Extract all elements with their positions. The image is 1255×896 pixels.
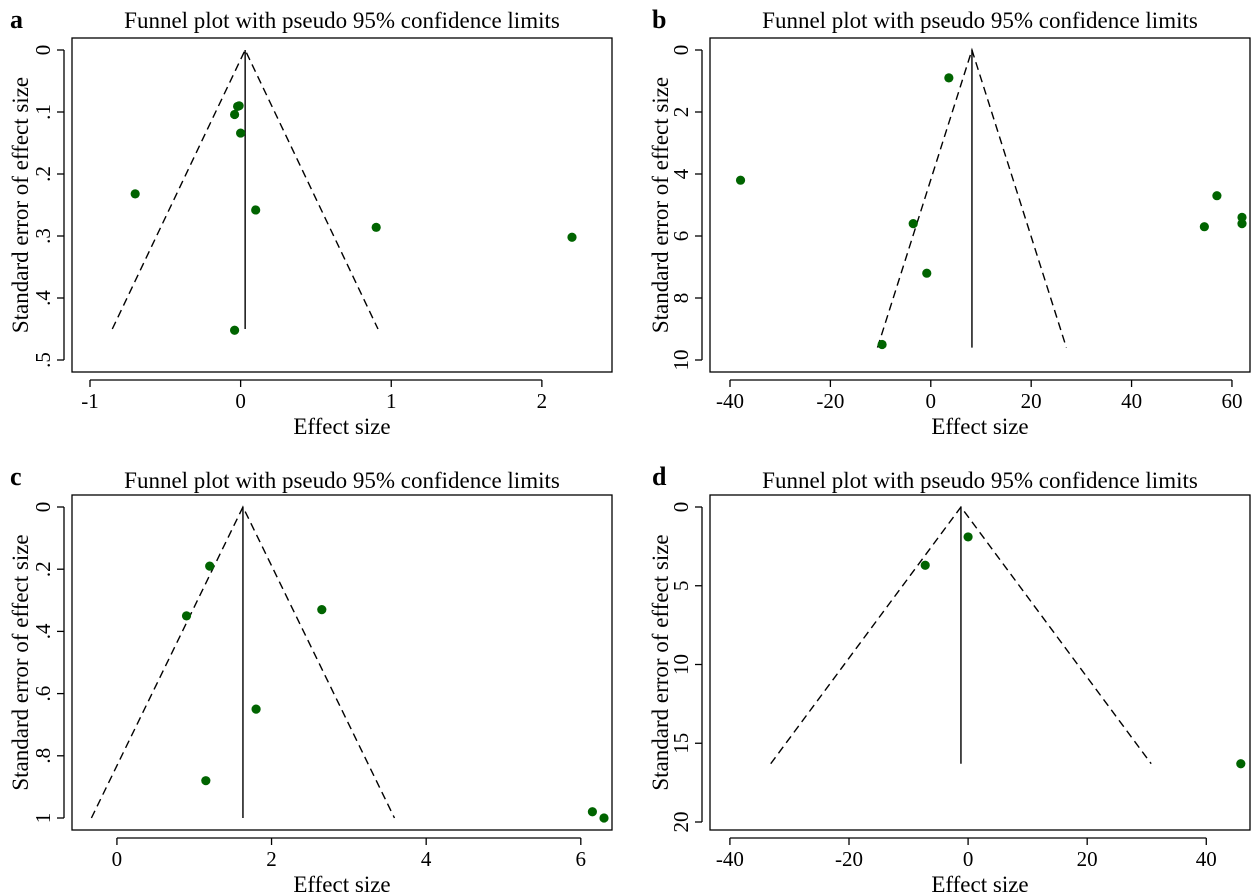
x-tick-label: 20 xyxy=(1077,847,1098,871)
study-point xyxy=(181,611,192,621)
x-tick-label: 1 xyxy=(386,389,397,413)
panel-letter: a xyxy=(10,5,23,34)
y-tick-label: 4 xyxy=(669,168,693,179)
x-tick-label: 0 xyxy=(926,389,937,413)
y-axis-label: Standard error of effect size xyxy=(8,534,33,790)
study-point xyxy=(963,532,973,542)
y-tick-label: .2 xyxy=(31,561,55,577)
y-axis-label: Standard error of effect size xyxy=(648,534,673,790)
study-point xyxy=(251,205,261,215)
y-tick-label: 20 xyxy=(669,812,693,833)
study-point xyxy=(251,704,261,714)
plot-area xyxy=(709,37,1251,373)
x-tick-label: 6 xyxy=(576,847,587,871)
x-tick-label: 40 xyxy=(1121,389,1142,413)
y-tick-label: 6 xyxy=(669,231,693,242)
x-tick-label: -1 xyxy=(81,389,99,413)
x-axis-label: Effect size xyxy=(293,414,390,439)
study-point xyxy=(735,175,746,185)
y-axis-label: Standard error of effect size xyxy=(8,77,33,333)
y-tick-label: .2 xyxy=(31,166,55,182)
y-tick-label: 2 xyxy=(669,107,693,118)
x-axis-label: Effect size xyxy=(931,414,1028,439)
y-tick-label: .5 xyxy=(31,352,55,368)
study-point xyxy=(1236,759,1246,769)
study-point xyxy=(317,605,327,615)
study-point xyxy=(230,325,240,335)
y-tick-label: 1 xyxy=(31,813,55,824)
study-point xyxy=(587,807,598,817)
panel-letter: b xyxy=(652,5,666,34)
chart-panel-c: c Funnel plot with pseudo 95% confidence … xyxy=(8,462,613,896)
x-tick-label: 4 xyxy=(421,847,432,871)
y-tick-label: .4 xyxy=(31,623,55,639)
x-tick-label: 20 xyxy=(1021,389,1042,413)
y-tick-label: 15 xyxy=(669,733,693,754)
chart-panel-d: d Funnel plot with pseudo 95% confidence … xyxy=(648,462,1251,896)
panel-letter: d xyxy=(652,462,667,491)
plot-area xyxy=(709,494,1251,831)
y-tick-label: .3 xyxy=(31,228,55,244)
x-tick-label: 40 xyxy=(1196,847,1217,871)
y-tick-label: 0 xyxy=(669,502,693,513)
chart-title: Funnel plot with pseudo 95% confidence l… xyxy=(124,468,560,493)
x-axis-label: Effect size xyxy=(931,872,1028,896)
study-point xyxy=(920,560,930,570)
chart-title: Funnel plot with pseudo 95% confidence l… xyxy=(124,8,560,33)
chart-title: Funnel plot with pseudo 95% confidence l… xyxy=(762,8,1198,33)
x-tick-label: 2 xyxy=(537,389,548,413)
study-point xyxy=(205,561,215,571)
study-point xyxy=(599,813,609,823)
x-tick-label: -20 xyxy=(816,389,844,413)
study-point xyxy=(236,128,246,138)
study-point xyxy=(1237,219,1247,229)
study-point xyxy=(130,189,140,199)
y-tick-label: 0 xyxy=(31,502,55,513)
x-tick-label: -20 xyxy=(835,847,863,871)
study-point xyxy=(944,73,954,83)
y-tick-label: 0 xyxy=(31,45,55,56)
chart-title: Funnel plot with pseudo 95% confidence l… xyxy=(762,468,1198,493)
x-tick-label: 0 xyxy=(112,847,123,871)
x-tick-label: -40 xyxy=(716,847,744,871)
x-tick-label: -40 xyxy=(716,389,744,413)
y-tick-label: 5 xyxy=(669,581,693,592)
study-point xyxy=(1212,191,1222,201)
y-tick-label: 10 xyxy=(669,350,693,371)
study-point xyxy=(233,101,243,112)
x-axis-label: Effect size xyxy=(293,872,390,896)
y-tick-label: .1 xyxy=(31,104,55,120)
study-point xyxy=(201,776,211,786)
chart-panel-b: b Funnel plot with pseudo 95% confidence … xyxy=(648,5,1251,439)
plot-area xyxy=(71,37,613,373)
x-tick-label: 60 xyxy=(1221,389,1242,413)
x-tick-label: 0 xyxy=(235,389,246,413)
y-tick-label: 10 xyxy=(669,654,693,675)
study-point xyxy=(567,232,577,242)
x-tick-label: 0 xyxy=(963,847,974,871)
study-point xyxy=(371,222,381,232)
plot-area xyxy=(71,494,613,831)
chart-panel-a: a Funnel plot with pseudo 95% confidence … xyxy=(8,5,613,439)
study-point xyxy=(908,219,918,229)
y-tick-label: .8 xyxy=(31,748,55,764)
study-point xyxy=(230,109,240,120)
y-tick-label: .6 xyxy=(31,686,55,702)
y-tick-label: .4 xyxy=(31,290,55,306)
y-axis-label: Standard error of effect size xyxy=(648,77,673,333)
y-tick-label: 0 xyxy=(669,45,693,56)
study-point xyxy=(1199,222,1209,232)
study-point xyxy=(877,339,887,350)
y-tick-label: 8 xyxy=(669,293,693,304)
x-tick-label: 2 xyxy=(266,847,277,871)
study-point xyxy=(922,268,932,278)
panel-letter: c xyxy=(10,462,22,491)
